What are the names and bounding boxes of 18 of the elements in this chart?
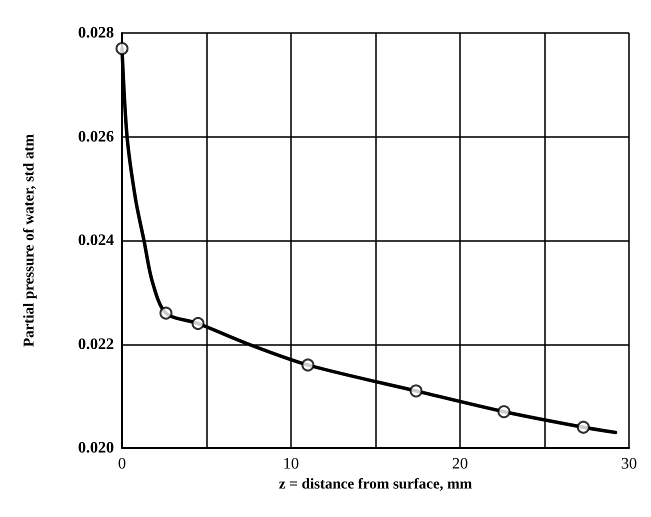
x-axis-title: z = distance from surface, mm [278, 476, 473, 492]
y-tick-label: 0.020 [78, 440, 114, 456]
point [301, 358, 314, 372]
y-tick-label: 0.028 [78, 24, 114, 42]
point [192, 317, 205, 330]
point [159, 306, 172, 320]
x-tick-label: 0 [118, 456, 126, 472]
y-tick-label: 0.022 [78, 336, 114, 353]
point [410, 384, 423, 398]
y-tick-label: 0.024 [78, 232, 114, 249]
x-tick-label: 10 [283, 456, 299, 472]
point [576, 420, 590, 434]
y-axis-title: Partial pressure of water, std atm [22, 133, 38, 348]
point [497, 405, 510, 418]
y-tick-label: 0.026 [78, 128, 114, 146]
x-tick-label: 20 [452, 456, 468, 472]
point [116, 42, 128, 56]
x-tick-label: 30 [621, 456, 637, 472]
